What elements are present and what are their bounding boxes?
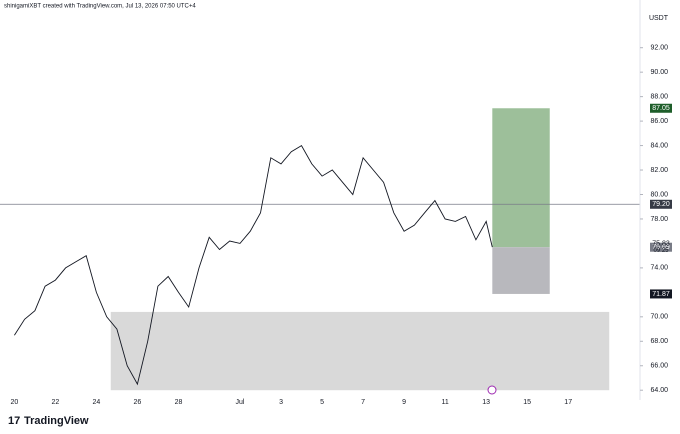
header: shinigamiXBT created with TradingView.co… xyxy=(4,4,196,10)
x-tick-label: 20 xyxy=(10,399,18,406)
x-tick-label: 11 xyxy=(441,399,448,406)
position-box xyxy=(492,108,550,248)
price-label-box xyxy=(650,242,672,252)
x-tick-label: 7 xyxy=(361,399,365,406)
y-tick-label: 92.00 xyxy=(650,45,668,52)
x-tick-label: 17 xyxy=(564,399,572,406)
y-tick-label: 74.00 xyxy=(650,265,668,272)
price-label-box xyxy=(650,103,672,113)
y-tick-label: 66.00 xyxy=(650,363,668,370)
y-tick-label: 84.00 xyxy=(650,142,668,149)
countdown: 09:25 xyxy=(653,248,669,254)
currency: USDT xyxy=(649,15,669,22)
price-label: 87.05 xyxy=(652,105,670,112)
x-tick-label: 5 xyxy=(320,399,324,406)
price-series xyxy=(14,144,493,386)
logo-mark: 17 xyxy=(8,415,20,427)
x-tick-label: 24 xyxy=(93,399,101,406)
position-box xyxy=(110,311,610,391)
y-tick-label: 88.00 xyxy=(650,93,668,100)
position-box xyxy=(492,247,550,294)
x-tick-label: Jul xyxy=(236,399,245,406)
y-tick-label: 80.00 xyxy=(650,191,668,198)
y-tick-label: 70.00 xyxy=(650,314,668,321)
y-tick-label: 68.00 xyxy=(650,338,668,345)
price-label: 75.69 xyxy=(652,244,670,251)
x-tick-label: 3 xyxy=(279,399,283,406)
y-tick-label: 86.00 xyxy=(650,118,668,125)
price-label: 71.87 xyxy=(652,291,670,298)
brand: TradingView xyxy=(24,415,89,427)
price-label-box xyxy=(650,199,672,209)
price-label-box xyxy=(650,289,672,299)
x-tick-label: 28 xyxy=(175,399,183,406)
y-tick-label: 90.00 xyxy=(650,69,668,76)
x-tick-label: 15 xyxy=(523,399,531,406)
price-label: 79.20 xyxy=(652,201,670,208)
x-tick-label: 26 xyxy=(134,399,142,406)
x-tick-label: 13 xyxy=(482,399,490,406)
y-tick-label: 64.00 xyxy=(650,387,668,394)
y-tick-label: 78.00 xyxy=(650,216,668,223)
x-tick-label: 22 xyxy=(51,399,59,406)
x-tick-label: 9 xyxy=(402,399,406,406)
event-icon xyxy=(487,385,497,395)
last-price: 75.83 xyxy=(652,240,670,247)
y-tick-label: 82.00 xyxy=(650,167,668,174)
